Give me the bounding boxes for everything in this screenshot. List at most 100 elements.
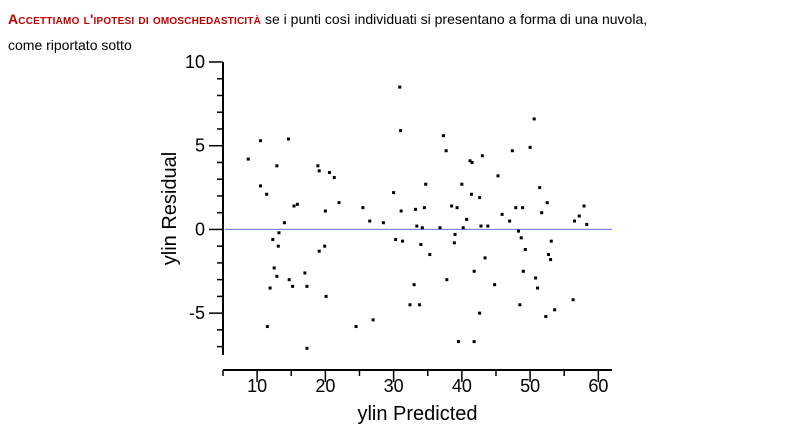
- data-point: [465, 217, 469, 221]
- x-axis: 10 20 30 40 50 60: [222, 369, 612, 396]
- data-point: [577, 214, 581, 218]
- data-point: [572, 219, 576, 223]
- data-point: [521, 206, 525, 210]
- data-point: [456, 340, 460, 344]
- data-point: [287, 137, 291, 141]
- data-point: [305, 346, 309, 350]
- data-point: [517, 229, 521, 233]
- data-point: [398, 129, 402, 133]
- data-point: [450, 204, 454, 208]
- data-point: [272, 266, 276, 270]
- data-point: [452, 241, 456, 245]
- y-tick-label: 5: [195, 136, 205, 156]
- data-point: [287, 278, 291, 282]
- data-point: [518, 303, 522, 307]
- data-point: [493, 283, 497, 287]
- data-point: [400, 239, 404, 243]
- y-axis: 10 5 0 -5: [185, 52, 224, 355]
- data-point: [413, 207, 417, 211]
- data-point: [444, 149, 448, 153]
- data-point: [422, 206, 426, 210]
- data-point: [317, 169, 321, 173]
- data-point: [549, 239, 553, 243]
- data-point: [585, 222, 589, 226]
- data-point: [271, 237, 275, 241]
- data-point: [470, 160, 474, 164]
- scatter-points: [246, 85, 589, 350]
- y-tick-label: 10: [185, 52, 205, 72]
- data-point: [265, 192, 269, 196]
- data-point: [368, 219, 372, 223]
- data-point: [316, 164, 320, 168]
- data-point: [496, 174, 500, 178]
- data-point: [327, 171, 331, 175]
- data-point: [514, 206, 518, 210]
- data-point: [361, 206, 365, 210]
- data-point: [399, 209, 403, 213]
- data-point: [265, 325, 269, 329]
- data-point: [549, 258, 553, 262]
- data-point: [508, 219, 512, 223]
- data-point: [523, 248, 527, 252]
- data-point: [438, 226, 442, 230]
- data-point: [534, 276, 538, 280]
- data-point: [479, 224, 483, 228]
- data-point: [324, 294, 328, 298]
- data-point: [415, 224, 419, 228]
- data-point: [547, 253, 551, 257]
- data-point: [392, 191, 396, 195]
- data-point: [528, 145, 532, 149]
- data-point: [455, 206, 459, 210]
- data-point: [394, 237, 398, 241]
- data-point: [371, 318, 375, 322]
- data-point: [478, 311, 482, 315]
- data-point: [544, 314, 548, 318]
- x-tick-label: 40: [452, 376, 472, 396]
- data-point: [246, 157, 250, 161]
- intro-line2-text: come riportato sotto: [8, 37, 132, 53]
- data-point: [381, 221, 385, 225]
- data-point: [521, 269, 525, 273]
- data-point: [536, 286, 540, 290]
- data-point: [453, 232, 457, 236]
- data-point: [276, 244, 280, 248]
- x-tick-label: 60: [588, 376, 608, 396]
- data-point: [305, 284, 309, 288]
- data-point: [538, 186, 542, 190]
- data-point: [282, 221, 286, 225]
- data-point: [418, 303, 422, 307]
- data-point: [303, 271, 307, 275]
- intro-paragraph: Accettiamo l'ipotesi di omoschedasticità…: [8, 6, 808, 58]
- intro-lead-text: Accettiamo l'ipotesi di omoschedasticità: [8, 11, 262, 27]
- data-point: [337, 201, 341, 205]
- data-point: [295, 202, 299, 206]
- data-point: [582, 204, 586, 208]
- data-point: [398, 85, 402, 89]
- data-point: [275, 274, 279, 278]
- intro-rest-text: se i punti così individuati si presentan…: [261, 11, 648, 27]
- x-tick-label: 30: [384, 376, 404, 396]
- data-point: [571, 298, 575, 302]
- data-point: [268, 286, 272, 290]
- data-point: [500, 212, 504, 216]
- data-point: [323, 244, 327, 248]
- y-tick-label: 0: [195, 219, 205, 239]
- data-point: [259, 184, 263, 188]
- data-point: [332, 176, 336, 180]
- data-point: [478, 196, 482, 200]
- data-point: [317, 249, 321, 253]
- data-point: [291, 284, 295, 288]
- data-point: [532, 117, 536, 121]
- data-point: [292, 204, 296, 208]
- x-axis-title: ylin Predicted: [357, 403, 477, 425]
- x-tick-label: 20: [315, 376, 335, 396]
- data-point: [480, 154, 484, 158]
- x-tick-label: 10: [247, 376, 267, 396]
- data-point: [510, 149, 514, 153]
- data-point: [468, 159, 472, 163]
- data-point: [461, 226, 465, 230]
- data-point: [545, 201, 549, 205]
- data-point: [469, 192, 473, 196]
- data-point: [424, 182, 428, 186]
